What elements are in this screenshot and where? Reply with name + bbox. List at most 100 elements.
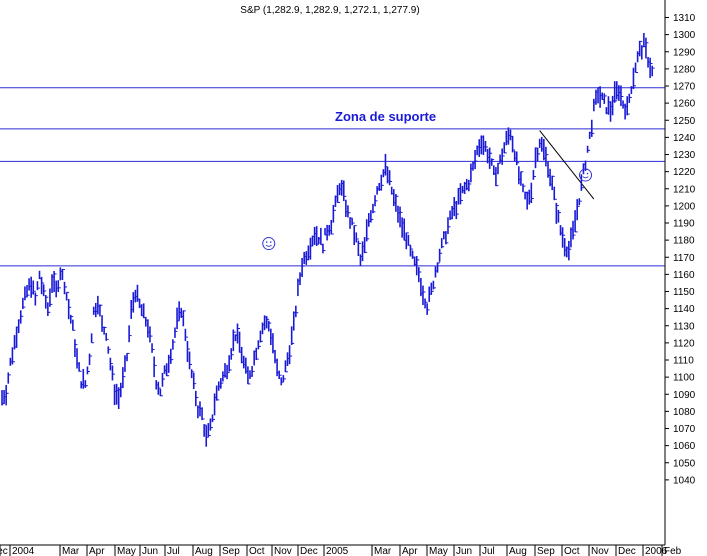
price-bar xyxy=(290,326,295,346)
price-bar xyxy=(226,364,230,380)
price-bar xyxy=(395,193,399,212)
price-bar xyxy=(557,209,561,223)
price-bar xyxy=(561,227,566,248)
price-bar xyxy=(24,286,28,301)
price-bar xyxy=(259,330,263,343)
price-bar xyxy=(572,220,576,240)
price-bar xyxy=(182,310,186,327)
price-bar xyxy=(484,141,488,152)
price-bar xyxy=(415,256,420,276)
price-bar xyxy=(172,339,176,350)
price-bar xyxy=(176,307,180,330)
y-tick-label: 1050 xyxy=(673,458,696,469)
price-bar xyxy=(422,285,426,305)
price-bar xyxy=(7,372,11,384)
y-tick-label: 1060 xyxy=(673,441,696,452)
price-bar xyxy=(330,219,334,235)
price-bar xyxy=(126,352,130,362)
price-bar xyxy=(61,269,65,280)
price-bar xyxy=(322,243,326,254)
price-bar xyxy=(520,171,524,186)
price-bar xyxy=(474,150,478,170)
y-tick-label: 1190 xyxy=(673,219,695,230)
price-bar xyxy=(201,407,205,421)
price-bar xyxy=(568,240,572,261)
y-tick-label: 1090 xyxy=(673,390,696,401)
price-bar xyxy=(284,360,288,373)
price-bar xyxy=(553,186,557,201)
price-bar xyxy=(90,333,95,344)
price-bar xyxy=(280,377,284,386)
x-axis-ticks: Dec 2004 Mar Apr May Jun Jul Aug Sep Oct Nov Dec 200… xyxy=(0,545,682,556)
price-bar xyxy=(220,378,224,389)
price-bar xyxy=(488,147,493,169)
price-bar xyxy=(22,297,26,310)
x-tick-label: Jun xyxy=(456,546,472,556)
x-tick-label: Apr xyxy=(89,546,105,556)
price-bar xyxy=(228,355,232,372)
price-bar xyxy=(515,151,520,166)
price-bar xyxy=(613,81,618,103)
price-bar xyxy=(495,167,499,187)
price-bar xyxy=(128,325,132,343)
price-bar xyxy=(86,366,90,375)
price-bar xyxy=(42,284,47,297)
price-bar xyxy=(49,288,53,307)
y-tick-label: 1310 xyxy=(673,13,696,24)
y-tick-label: 1070 xyxy=(673,424,696,435)
price-bar xyxy=(405,232,409,250)
y-tick-label: 1150 xyxy=(673,287,695,298)
price-bar xyxy=(363,237,368,254)
price-bar xyxy=(603,93,607,104)
x-tick-label: Jul xyxy=(482,546,495,556)
x-tick-label: Jun xyxy=(142,546,158,556)
price-bar xyxy=(247,366,251,385)
price-bar xyxy=(67,298,72,320)
price-bar xyxy=(407,234,411,246)
price-bar xyxy=(149,326,153,343)
y-tick-label: 1110 xyxy=(673,356,694,367)
y-tick-label: 1270 xyxy=(673,82,696,93)
price-bar xyxy=(438,248,443,262)
price-bar xyxy=(209,418,213,431)
price-bar xyxy=(447,217,451,234)
price-bar xyxy=(36,281,40,291)
price-bar xyxy=(174,327,178,338)
y-tick-label: 1240 xyxy=(673,133,696,144)
price-bar xyxy=(580,174,584,191)
y-tick-label: 1180 xyxy=(673,236,695,247)
price-bar xyxy=(157,381,161,395)
price-bar xyxy=(190,369,195,379)
trendline xyxy=(539,130,595,200)
price-bar xyxy=(455,200,459,220)
price-bar xyxy=(372,203,376,214)
x-tick-label: Oct xyxy=(249,546,265,556)
price-bar xyxy=(555,202,559,224)
price-bar xyxy=(620,85,624,107)
price-bar xyxy=(188,351,193,370)
y-tick-label: 1280 xyxy=(673,64,696,75)
price-bar xyxy=(63,281,68,295)
price-bar xyxy=(26,285,30,297)
y-tick-label: 1120 xyxy=(673,338,695,349)
price-bar xyxy=(165,363,170,377)
price-bar xyxy=(374,195,378,207)
price-bar xyxy=(357,240,361,257)
price-bar xyxy=(111,365,115,381)
x-tick-label: Feb xyxy=(664,546,682,556)
price-bar xyxy=(590,119,595,137)
price-bar xyxy=(342,180,347,202)
price-bar xyxy=(626,96,630,116)
price-bar xyxy=(576,199,580,221)
price-bar xyxy=(353,225,357,245)
price-bar xyxy=(551,175,555,191)
price-bar xyxy=(497,162,501,175)
price-bar xyxy=(255,347,259,361)
price-bar xyxy=(161,372,165,387)
price-bar xyxy=(5,384,9,406)
smiley-markers xyxy=(262,168,593,251)
price-bar xyxy=(195,390,199,407)
price-bar xyxy=(351,218,355,226)
price-bar xyxy=(628,93,632,103)
